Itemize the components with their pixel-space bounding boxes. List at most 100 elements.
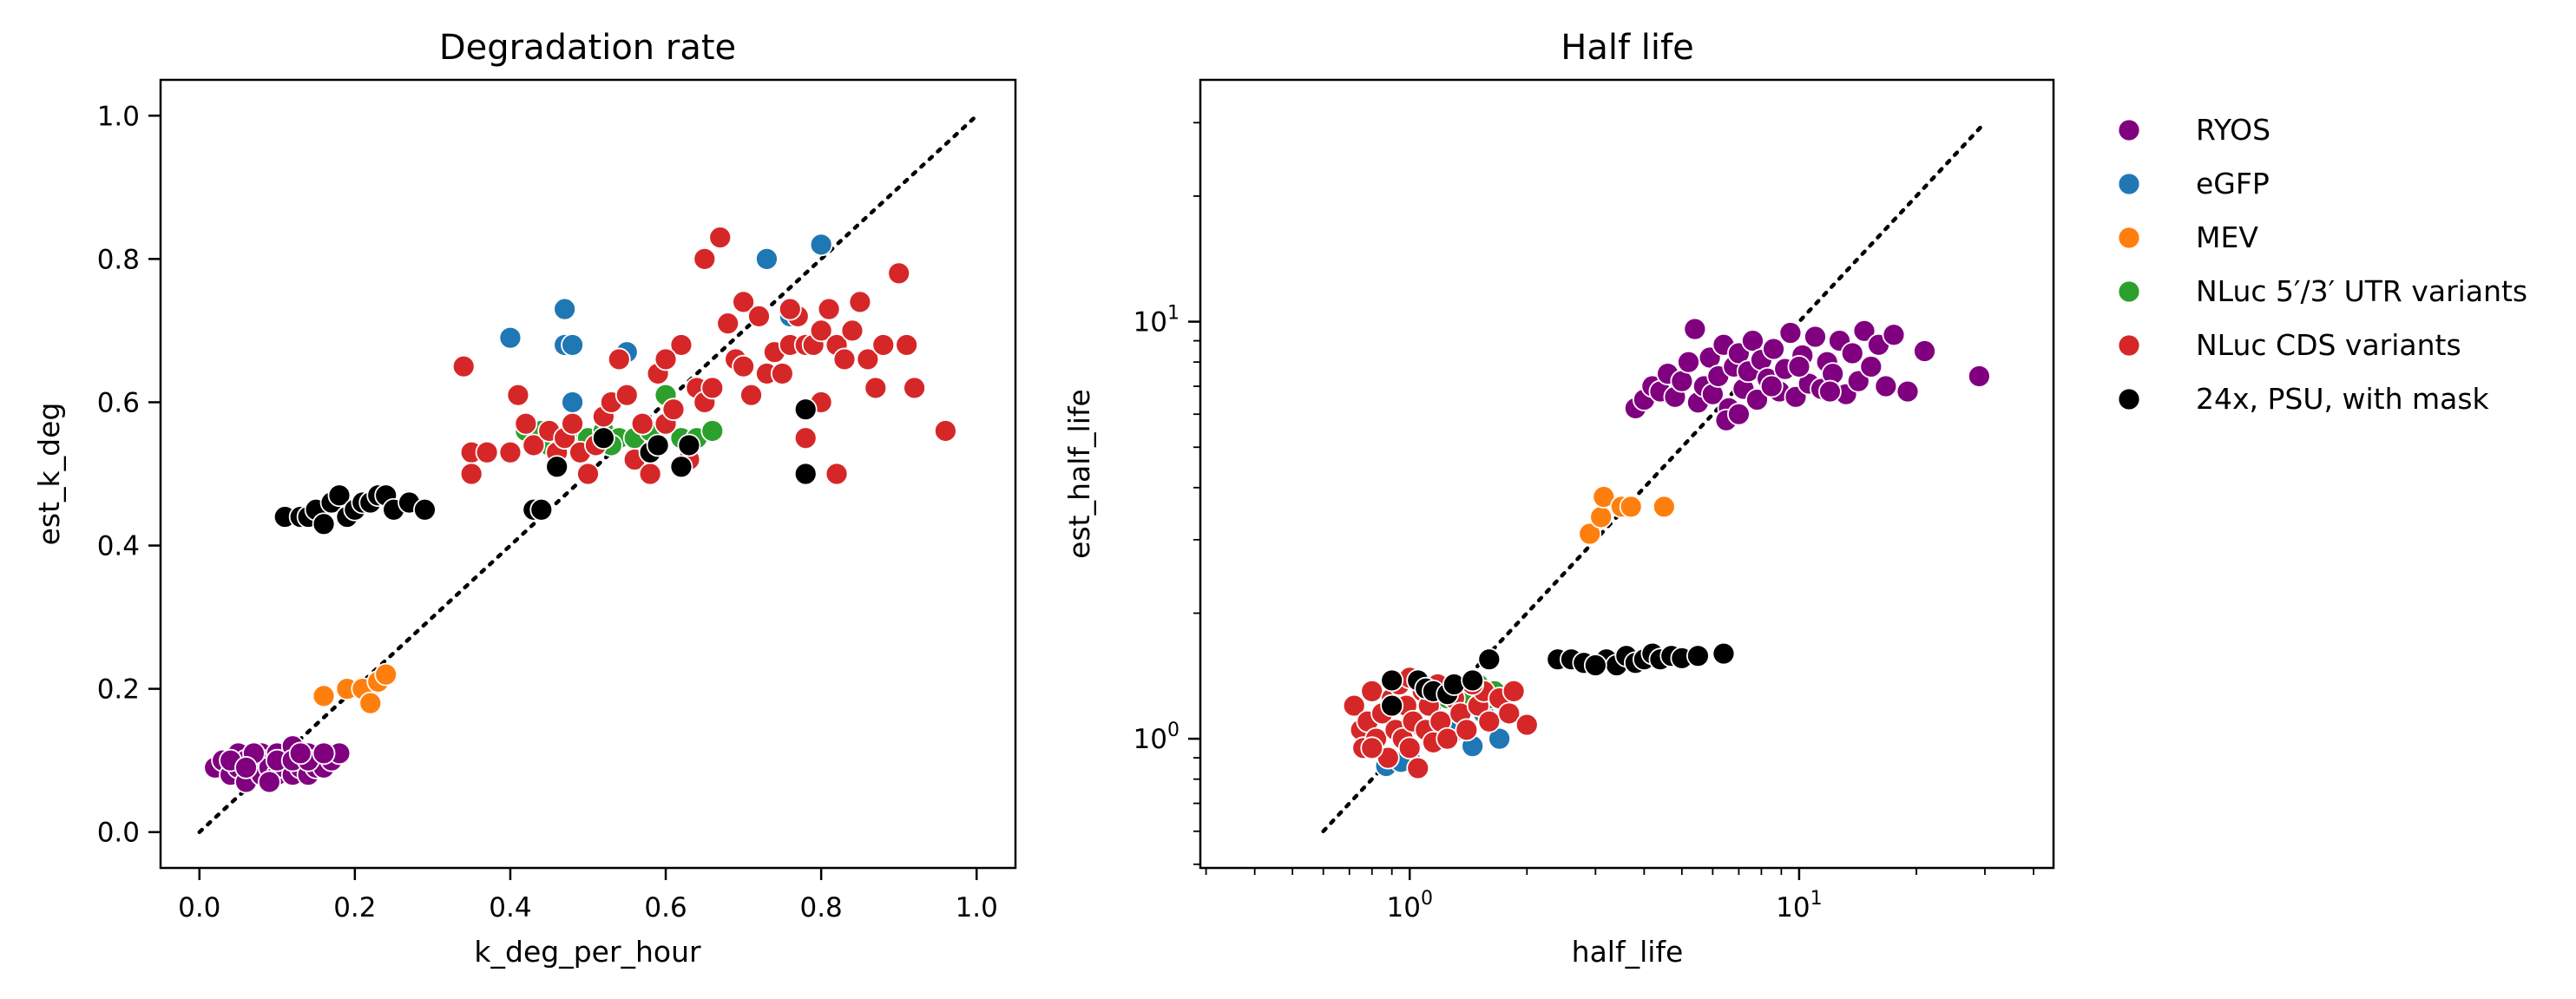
- point-nluc-5-3-utr-variants: [700, 419, 725, 443]
- point-nluc-cds-variants: [1342, 693, 1366, 718]
- legend-label-egfp: eGFP: [2196, 167, 2270, 200]
- y-tick-label: 0.4: [97, 531, 140, 562]
- point-nluc-cds-variants: [506, 383, 530, 407]
- point-mev: [358, 691, 383, 715]
- point-nluc-cds-variants: [1360, 679, 1384, 703]
- point-24x-psu-with-mask: [1380, 693, 1404, 718]
- point-nluc-cds-variants: [514, 411, 538, 436]
- legend: RYOS eGFP MEV NLuc 5′/3′ UTR variants NLuc C…: [2117, 113, 2527, 416]
- point-egfp: [1488, 726, 1512, 751]
- point-nluc-cds-variants: [700, 376, 725, 400]
- point-nluc-cds-variants: [840, 319, 864, 343]
- point-nluc-cds-variants: [770, 362, 794, 385]
- y-tick-label: 100: [1134, 720, 1180, 755]
- y-tick-label: 0.8: [97, 244, 140, 275]
- point-nluc-cds-variants: [630, 411, 654, 436]
- point-egfp: [561, 391, 584, 414]
- point-nluc-cds-variants: [614, 383, 639, 407]
- plot-frame: [159, 78, 1017, 870]
- point-nluc-cds-variants: [895, 333, 919, 357]
- point-egfp: [755, 246, 779, 271]
- point-ryos: [312, 741, 336, 766]
- x-tick-label: 100: [1386, 888, 1432, 923]
- point-nluc-cds-variants: [739, 383, 763, 407]
- x-axis-label: half_life: [1572, 935, 1684, 969]
- point-nluc-cds-variants: [576, 462, 600, 486]
- point-ryos: [1840, 341, 1864, 365]
- point-mev: [1652, 495, 1676, 519]
- point-ryos: [1882, 323, 1906, 347]
- point-mev: [1589, 505, 1613, 529]
- point-24x-psu-with-mask: [529, 497, 554, 522]
- point-nluc-cds-variants: [732, 290, 755, 314]
- point-nluc-cds-variants: [1436, 726, 1460, 751]
- point-24x-psu-with-mask: [677, 433, 701, 457]
- point-nluc-cds-variants: [459, 462, 483, 486]
- point-ryos: [1677, 350, 1700, 374]
- point-24x-psu-with-mask: [545, 455, 569, 479]
- chart-title: Degradation rate: [439, 28, 736, 68]
- point-nluc-cds-variants: [817, 297, 841, 321]
- point-24x-psu-with-mask: [793, 462, 818, 486]
- point-nluc-cds-variants: [856, 347, 880, 371]
- point-24x-psu-with-mask: [1583, 654, 1607, 677]
- point-nluc-cds-variants: [561, 411, 584, 436]
- y-tick-label: 0.6: [97, 387, 140, 418]
- point-24x-psu-with-mask: [327, 483, 352, 508]
- point-ryos: [1787, 355, 1811, 378]
- point-ryos: [1804, 325, 1827, 349]
- point-egfp: [498, 325, 522, 350]
- x-tick-label: 0.8: [799, 892, 842, 923]
- point-nluc-cds-variants: [669, 333, 693, 357]
- x-tick-label: 0.2: [333, 892, 376, 923]
- point-24x-psu-with-mask: [646, 433, 670, 457]
- point-ryos: [1683, 317, 1707, 341]
- point-nluc-cds-variants: [1455, 718, 1479, 742]
- point-ryos: [1759, 374, 1784, 398]
- plot-frame: [1199, 78, 2055, 870]
- point-nluc-cds-variants: [708, 226, 733, 250]
- point-egfp: [809, 233, 833, 257]
- panel-degradation-rate: 0.0 0.2 0.4 0.6 0.8 1.0 0.0 0.2 0.4 0.6 0.8 1.0 Deg…: [32, 28, 1017, 969]
- point-mev: [1592, 485, 1616, 509]
- legend-label-nluc-5-3-utr-variants: NLuc 5′/3′ UTR variants: [2196, 274, 2527, 308]
- x-tick-label: 0.6: [644, 892, 687, 923]
- point-nluc-cds-variants: [747, 304, 771, 328]
- point-ryos: [1967, 365, 1991, 388]
- point-nluc-cds-variants: [1515, 713, 1539, 737]
- point-nluc-cds-variants: [522, 433, 546, 457]
- point-ryos: [1762, 337, 1785, 361]
- point-24x-psu-with-mask: [1686, 644, 1710, 668]
- point-ryos: [1852, 319, 1876, 343]
- legend-label-24x-psu-with-mask: 24x, PSU, with mask: [2196, 382, 2490, 416]
- x-tick-label: 0.4: [489, 892, 531, 923]
- point-mev: [312, 684, 336, 708]
- legend-label-nluc-cds-variants: NLuc CDS variants: [2196, 328, 2461, 362]
- legend-marker-24x-psu-with-mask: [2117, 387, 2141, 411]
- point-ryos: [1741, 329, 1764, 352]
- point-nluc-cds-variants: [778, 297, 802, 321]
- point-nluc-cds-variants: [654, 347, 678, 371]
- panel-half-life: 100 101 100 101 Half life half_life est_hal…: [1062, 28, 2055, 969]
- legend-label-ryos: RYOS: [2196, 113, 2270, 147]
- point-nluc-cds-variants: [934, 419, 957, 443]
- point-ryos: [1874, 374, 1898, 398]
- y-axis-label: est_half_life: [1062, 389, 1096, 559]
- point-mev: [374, 662, 398, 687]
- point-nluc-cds-variants: [848, 290, 872, 314]
- point-ryos: [1818, 379, 1842, 404]
- point-nluc-cds-variants: [638, 462, 662, 486]
- point-nluc-cds-variants: [871, 333, 896, 357]
- point-ryos: [1896, 379, 1920, 404]
- point-24x-psu-with-mask: [793, 398, 818, 422]
- point-ryos: [1778, 321, 1803, 345]
- point-egfp: [553, 297, 577, 321]
- point-24x-psu-with-mask: [312, 512, 336, 536]
- y-axis-label: est_k_deg: [32, 403, 66, 546]
- point-24x-psu-with-mask: [592, 426, 615, 450]
- legend-label-mev: MEV: [2196, 220, 2258, 254]
- point-nluc-cds-variants: [693, 246, 717, 271]
- point-nluc-cds-variants: [475, 440, 499, 464]
- point-ryos: [288, 741, 312, 766]
